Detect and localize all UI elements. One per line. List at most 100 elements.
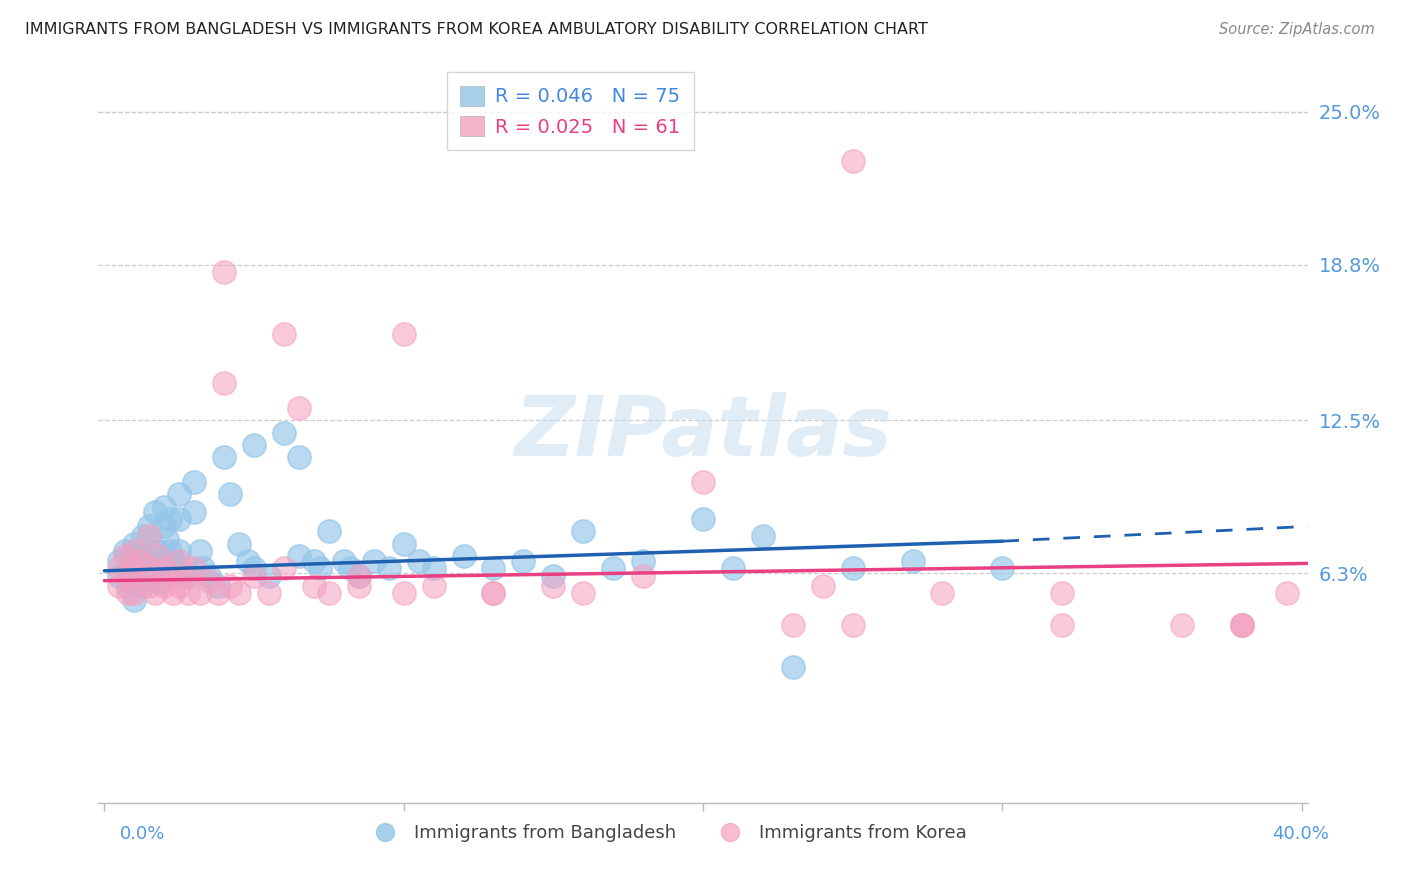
Point <box>153 500 176 514</box>
Text: Source: ZipAtlas.com: Source: ZipAtlas.com <box>1219 22 1375 37</box>
Point <box>148 549 170 563</box>
Point <box>188 544 211 558</box>
Point <box>143 505 166 519</box>
Point <box>138 561 160 575</box>
Point <box>148 561 170 575</box>
Point <box>543 568 565 582</box>
Point <box>162 554 184 568</box>
Point <box>1050 586 1073 600</box>
Point <box>183 561 205 575</box>
Point <box>174 568 197 582</box>
Point <box>631 554 654 568</box>
Point <box>156 532 179 546</box>
Point <box>1275 586 1298 600</box>
Point <box>117 564 139 578</box>
Point <box>1230 618 1253 632</box>
Point <box>124 561 146 575</box>
Point <box>143 586 166 600</box>
Point <box>482 561 505 575</box>
Point <box>339 561 361 575</box>
Point <box>153 554 176 568</box>
Point <box>1171 618 1194 632</box>
Point <box>236 554 259 568</box>
Point <box>243 438 266 452</box>
Point <box>162 586 184 600</box>
Point <box>333 554 356 568</box>
Point <box>422 561 444 575</box>
Point <box>124 536 146 550</box>
Point <box>167 512 190 526</box>
Point <box>108 579 131 593</box>
Point <box>141 574 163 588</box>
Point <box>129 549 152 563</box>
Point <box>392 586 415 600</box>
Point <box>138 561 160 575</box>
Point <box>273 561 295 575</box>
Y-axis label: Ambulatory Disability: Ambulatory Disability <box>0 335 8 530</box>
Point <box>117 568 139 582</box>
Point <box>159 544 181 558</box>
Point <box>132 529 155 543</box>
Point <box>408 554 430 568</box>
Point <box>377 561 399 575</box>
Point <box>692 475 714 489</box>
Point <box>124 586 146 600</box>
Point <box>721 561 744 575</box>
Point <box>124 544 146 558</box>
Point <box>114 544 136 558</box>
Point <box>219 487 242 501</box>
Point <box>153 561 176 575</box>
Point <box>108 554 131 568</box>
Point <box>318 586 340 600</box>
Point <box>752 529 775 543</box>
Point <box>167 554 190 568</box>
Point <box>347 568 370 582</box>
Text: 40.0%: 40.0% <box>1272 825 1329 843</box>
Point <box>138 579 160 593</box>
Text: 0.0%: 0.0% <box>120 825 165 843</box>
Point <box>207 579 229 593</box>
Point <box>257 586 280 600</box>
Point <box>288 450 311 465</box>
Point <box>212 450 235 465</box>
Point <box>138 519 160 533</box>
Point <box>631 568 654 582</box>
Point <box>347 579 370 593</box>
Point <box>1050 618 1073 632</box>
Point <box>188 586 211 600</box>
Point <box>150 574 173 588</box>
Point <box>363 554 385 568</box>
Point <box>159 568 181 582</box>
Point <box>392 536 415 550</box>
Point <box>273 425 295 440</box>
Point <box>114 549 136 563</box>
Point <box>153 579 176 593</box>
Point <box>901 554 924 568</box>
Point <box>159 512 181 526</box>
Point <box>931 586 953 600</box>
Point <box>219 579 242 593</box>
Point <box>228 536 250 550</box>
Point <box>512 554 534 568</box>
Point <box>129 564 152 578</box>
Point <box>117 579 139 593</box>
Point <box>167 579 190 593</box>
Point <box>1230 618 1253 632</box>
Point <box>207 586 229 600</box>
Point <box>177 586 200 600</box>
Point <box>841 154 863 169</box>
Point <box>174 561 197 575</box>
Point <box>602 561 624 575</box>
Legend: Immigrants from Bangladesh, Immigrants from Korea: Immigrants from Bangladesh, Immigrants f… <box>360 817 974 849</box>
Point <box>991 561 1014 575</box>
Point <box>198 568 221 582</box>
Point <box>198 574 221 588</box>
Point <box>302 579 325 593</box>
Point <box>782 618 804 632</box>
Point <box>482 586 505 600</box>
Point <box>138 544 160 558</box>
Point <box>108 568 131 582</box>
Point <box>392 326 415 341</box>
Point <box>453 549 475 563</box>
Text: IMMIGRANTS FROM BANGLADESH VS IMMIGRANTS FROM KOREA AMBULATORY DISABILITY CORREL: IMMIGRANTS FROM BANGLADESH VS IMMIGRANTS… <box>25 22 928 37</box>
